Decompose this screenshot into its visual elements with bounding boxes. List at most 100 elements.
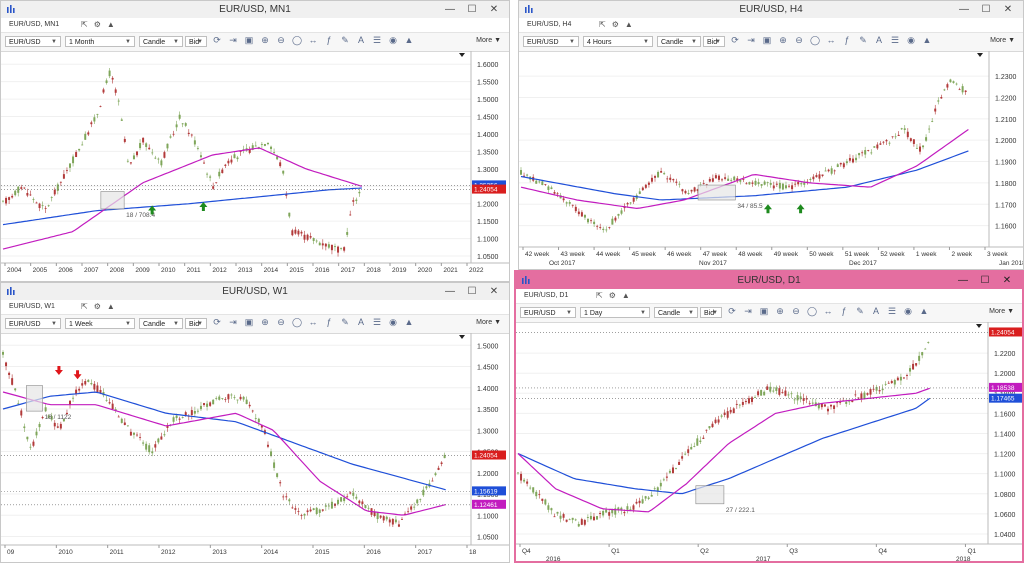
- draw-icon[interactable]: ✎: [859, 35, 867, 45]
- zoom-out-icon[interactable]: ⊖: [792, 306, 800, 316]
- more-button[interactable]: More ▼: [990, 37, 1015, 44]
- chart-window-d1[interactable]: EUR/USD, D1 — ☐ ✕ EUR/USD, D1 ⇱ ⚙ ▲ EUR/USD ▼…: [514, 270, 1024, 563]
- zoom-in-icon[interactable]: ⊕: [776, 306, 784, 316]
- chart-window-h4[interactable]: EUR/USD, H4 — ☐ ✕ EUR/USD, H4 ⇱ ⚙ ▲ EUR/USD ▼…: [518, 0, 1024, 270]
- minimize-icon[interactable]: —: [959, 4, 969, 15]
- measure-icon[interactable]: ↔: [308, 35, 318, 45]
- refresh-icon[interactable]: ⟳: [213, 35, 221, 45]
- settings-icon[interactable]: ⚙: [93, 20, 101, 29]
- fx-icon[interactable]: ƒ: [326, 317, 332, 327]
- chart-type-select[interactable]: Candle ▼: [139, 36, 183, 47]
- draw-icon[interactable]: ✎: [341, 317, 349, 327]
- chart-type-select[interactable]: Candle ▼: [654, 307, 698, 318]
- arrow-right-icon[interactable]: ⇥: [229, 35, 237, 45]
- eye-icon[interactable]: ◉: [389, 35, 397, 45]
- zoom-out-icon[interactable]: ⊖: [795, 35, 803, 45]
- signal-icon[interactable]: ▲: [106, 20, 115, 29]
- symbol-select[interactable]: EUR/USD ▼: [5, 36, 61, 47]
- lock-icon[interactable]: ▣: [762, 35, 772, 45]
- chart-tab[interactable]: EUR/USD, MN1: [9, 21, 60, 28]
- price-chart[interactable]: 1.50001.45001.40001.35001.30001.25001.20…: [1, 333, 509, 562]
- window-titlebar[interactable]: EUR/USD, H4 — ☐ ✕: [519, 1, 1023, 19]
- alert-icon[interactable]: ▲: [404, 317, 414, 327]
- zoom-in-icon[interactable]: ⊕: [261, 317, 269, 327]
- layers-icon[interactable]: ☰: [372, 317, 382, 327]
- fx-icon[interactable]: ƒ: [844, 35, 850, 45]
- zoom-out-icon[interactable]: ⊖: [277, 317, 285, 327]
- lock-icon[interactable]: ▣: [759, 306, 769, 316]
- draw-icon[interactable]: ✎: [856, 306, 864, 316]
- window-titlebar[interactable]: EUR/USD, W1 — ☐ ✕: [1, 283, 509, 301]
- fx-icon[interactable]: ƒ: [326, 35, 332, 45]
- chart-window-mn1[interactable]: EUR/USD, MN1 — ☐ ✕ EUR/USD, MN1 ⇱ ⚙ ▲ EUR/US…: [0, 0, 510, 282]
- timeframe-select[interactable]: 1 Week ▼: [65, 318, 135, 329]
- chart-tab[interactable]: EUR/USD, H4: [527, 21, 572, 28]
- signal-icon[interactable]: ▲: [106, 302, 115, 311]
- more-button[interactable]: More ▼: [989, 308, 1014, 315]
- refresh-icon[interactable]: ⟳: [213, 317, 221, 327]
- price-chart[interactable]: 1.6000 1.5500 1.5000 1.4500 1.4000 1.3500 1.30…: [1, 51, 509, 281]
- fx-icon[interactable]: ƒ: [841, 306, 847, 316]
- zoom-in-icon[interactable]: ⊕: [779, 35, 787, 45]
- chart-tab[interactable]: EUR/USD, W1: [9, 303, 55, 310]
- measure-icon[interactable]: ↔: [826, 35, 836, 45]
- price-chart[interactable]: 1.22001.20001.18001.16001.14001.12001.10…: [516, 322, 1022, 561]
- maximize-icon[interactable]: ☐: [981, 4, 991, 15]
- chart-type-select[interactable]: Candle ▼: [139, 318, 183, 329]
- close-icon[interactable]: ✕: [489, 286, 499, 297]
- draw-icon[interactable]: ✎: [341, 35, 349, 45]
- text-icon[interactable]: A: [872, 306, 879, 316]
- maximize-icon[interactable]: ☐: [467, 4, 477, 15]
- signal-icon[interactable]: ▲: [624, 20, 633, 29]
- alert-icon[interactable]: ▲: [922, 35, 932, 45]
- eye-icon[interactable]: ◉: [389, 317, 397, 327]
- arrow-right-icon[interactable]: ⇥: [747, 35, 755, 45]
- more-button[interactable]: More ▼: [476, 319, 501, 326]
- text-icon[interactable]: A: [357, 317, 364, 327]
- maximize-icon[interactable]: ☐: [467, 286, 477, 297]
- close-icon[interactable]: ✕: [1003, 4, 1013, 15]
- more-button[interactable]: More ▼: [476, 37, 501, 44]
- price-side-select[interactable]: Bid ▼: [185, 318, 207, 329]
- text-icon[interactable]: A: [357, 35, 364, 45]
- timeframe-select[interactable]: 4 Hours ▼: [583, 36, 653, 47]
- close-icon[interactable]: ✕: [489, 4, 499, 15]
- lock-icon[interactable]: ▣: [244, 35, 254, 45]
- arrow-right-icon[interactable]: ⇥: [229, 317, 237, 327]
- text-icon[interactable]: A: [875, 35, 882, 45]
- chart-window-w1[interactable]: EUR/USD, W1 — ☐ ✕ EUR/USD, W1 ⇱ ⚙ ▲ EUR/USD ▼…: [0, 282, 510, 563]
- symbol-select[interactable]: EUR/USD ▼: [520, 307, 576, 318]
- fit-icon[interactable]: ◯: [809, 35, 821, 45]
- minimize-icon[interactable]: —: [445, 4, 455, 15]
- price-side-select[interactable]: Bid ▼: [703, 36, 725, 47]
- zoom-in-icon[interactable]: ⊕: [261, 35, 269, 45]
- alert-icon[interactable]: ▲: [919, 306, 929, 316]
- window-titlebar[interactable]: EUR/USD, MN1 — ☐ ✕: [1, 1, 509, 19]
- eye-icon[interactable]: ◉: [904, 306, 912, 316]
- detach-icon[interactable]: ⇱: [81, 302, 88, 311]
- symbol-select[interactable]: EUR/USD ▼: [523, 36, 579, 47]
- signal-icon[interactable]: ▲: [621, 291, 630, 300]
- arrow-right-icon[interactable]: ⇥: [744, 306, 752, 316]
- layers-icon[interactable]: ☰: [372, 35, 382, 45]
- close-icon[interactable]: ✕: [1002, 275, 1012, 286]
- price-side-select[interactable]: Bid ▼: [700, 307, 722, 318]
- detach-icon[interactable]: ⇱: [599, 20, 606, 29]
- window-titlebar[interactable]: EUR/USD, D1 — ☐ ✕: [516, 272, 1022, 290]
- eye-icon[interactable]: ◉: [907, 35, 915, 45]
- refresh-icon[interactable]: ⟳: [731, 35, 739, 45]
- maximize-icon[interactable]: ☐: [980, 275, 990, 286]
- layers-icon[interactable]: ☰: [890, 35, 900, 45]
- settings-icon[interactable]: ⚙: [611, 20, 619, 29]
- timeframe-select[interactable]: 1 Month ▼: [65, 36, 135, 47]
- fit-icon[interactable]: ◯: [291, 317, 303, 327]
- settings-icon[interactable]: ⚙: [93, 302, 101, 311]
- lock-icon[interactable]: ▣: [244, 317, 254, 327]
- detach-icon[interactable]: ⇱: [81, 20, 88, 29]
- chart-type-select[interactable]: Candle ▼: [657, 36, 701, 47]
- refresh-icon[interactable]: ⟳: [728, 306, 736, 316]
- fit-icon[interactable]: ◯: [806, 306, 818, 316]
- measure-icon[interactable]: ↔: [823, 306, 833, 316]
- settings-icon[interactable]: ⚙: [608, 291, 616, 300]
- detach-icon[interactable]: ⇱: [596, 291, 603, 300]
